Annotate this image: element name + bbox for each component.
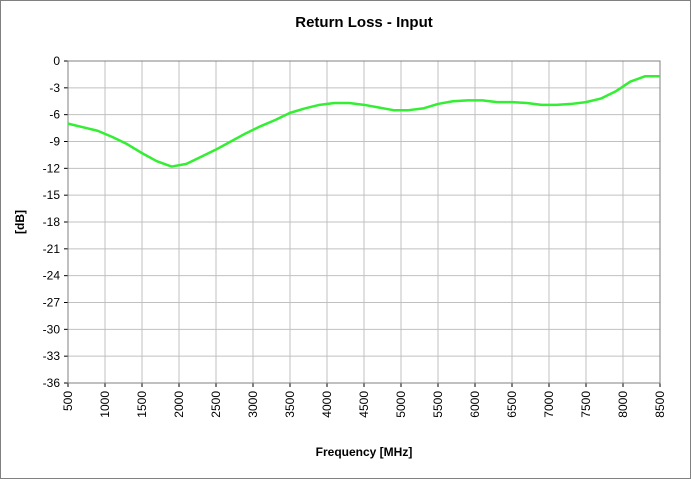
x-tick-label: 1500	[135, 391, 149, 418]
y-tick-label: -30	[43, 322, 61, 336]
x-tick-label: 1000	[98, 391, 112, 418]
y-tick-label: -21	[43, 242, 61, 256]
x-tick-label: 5000	[394, 391, 408, 418]
y-tick-label: -6	[49, 108, 60, 122]
x-tick-label: 8000	[616, 391, 630, 418]
x-tick-label: 6500	[505, 391, 519, 418]
y-tick-label: -15	[43, 188, 61, 202]
y-tick-label: -18	[43, 215, 61, 229]
y-tick-label: -3	[49, 81, 60, 95]
x-tick-label: 7500	[579, 391, 593, 418]
x-tick-label: 2500	[209, 391, 223, 418]
y-axis-label: [dB]	[13, 210, 27, 234]
x-tick-label: 500	[61, 391, 75, 411]
data-line	[67, 74, 660, 168]
y-tick-label: 0	[53, 54, 60, 68]
y-tick-label: -12	[43, 161, 61, 175]
x-tick-label: 7000	[542, 391, 556, 418]
x-tick-label: 5500	[431, 391, 445, 418]
y-tick-label: -9	[49, 135, 60, 149]
x-tick-label: 4500	[357, 391, 371, 418]
x-tick-label: 3500	[283, 391, 297, 418]
x-tick-label: 2000	[172, 391, 186, 418]
x-tick-label: 4000	[320, 391, 334, 418]
y-tick-label: -33	[43, 349, 61, 363]
x-axis-label: Frequency [MHz]	[316, 445, 413, 459]
chart-title: Return Loss - Input	[295, 14, 433, 31]
y-tick-label: -27	[43, 296, 61, 310]
x-tick-label: 3000	[246, 391, 260, 418]
x-tick-label: 6000	[468, 391, 482, 418]
y-tick-label: -24	[43, 269, 61, 283]
x-tick-label: 8500	[653, 391, 667, 418]
y-tick-label: -36	[43, 376, 61, 390]
plot-border	[67, 60, 661, 384]
